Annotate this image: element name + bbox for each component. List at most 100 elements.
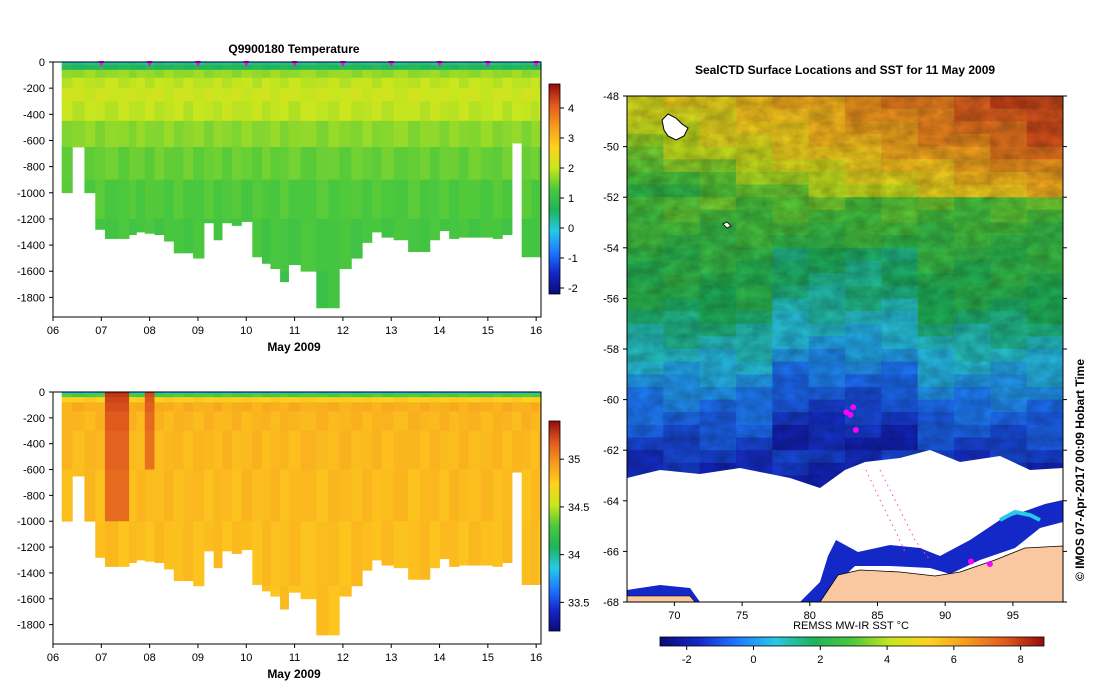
profile-cell: [502, 62, 513, 66]
profile-cell: [280, 64, 289, 71]
profile-cell: [193, 120, 205, 148]
profile-cell: [241, 430, 253, 470]
map-colorbar: [659, 636, 1045, 647]
profile-cell: [502, 69, 513, 79]
profile-cell: [362, 469, 373, 522]
profile-cell: [381, 77, 395, 89]
profile-cell: [261, 77, 271, 89]
profile-cell: [502, 147, 513, 181]
profile-cell: [468, 402, 482, 412]
profile-cell: [173, 392, 184, 395]
profile-cell: [381, 62, 395, 66]
profile-cell: [439, 397, 450, 403]
profile-cell: [104, 147, 119, 181]
profile-cell: [538, 62, 541, 66]
profile-cell: [502, 469, 513, 522]
profile-cell: [429, 101, 440, 122]
profile-cell: [521, 101, 532, 122]
profile-cell: [371, 430, 382, 470]
profile-cell: [252, 101, 263, 122]
profile-cell: [164, 392, 175, 395]
x-tick-label: 08: [144, 325, 156, 337]
profile-cell: [222, 101, 233, 122]
x-tick-label: 16: [530, 325, 542, 337]
profile-cell: [252, 69, 263, 79]
profile-cell: [164, 411, 175, 432]
profile-cell: [429, 393, 440, 398]
profile-cell: [270, 147, 281, 181]
profile-cell: [480, 397, 494, 403]
profile-cell: [468, 393, 482, 398]
profile-cell: [492, 77, 503, 89]
profile-cell: [154, 179, 165, 220]
profile-cell: [458, 62, 469, 66]
profile-cell: [328, 179, 340, 220]
profile-cell: [531, 77, 539, 89]
y-tick-label: 0: [39, 387, 45, 399]
colorbar-tick-label: 0: [568, 223, 574, 235]
profile-cell: [118, 393, 130, 398]
profile-cell: [339, 179, 352, 220]
profile-cell: [300, 69, 317, 79]
profile-cell: [420, 62, 431, 66]
profile-cell: [328, 120, 340, 148]
profile-cell: [439, 120, 450, 148]
x-tick-label: 12: [337, 325, 349, 337]
profile-cell: [280, 521, 289, 587]
profile-cell: [144, 101, 155, 122]
profile-cell: [439, 392, 450, 395]
profile-cell: [371, 77, 382, 89]
map-x-axis: 70 75 80 85 90 95: [668, 602, 1019, 622]
profile-cell: [280, 218, 289, 272]
profile-cell: [193, 392, 205, 395]
profile-cell: [429, 69, 440, 79]
profile-cell: [439, 77, 450, 89]
profile-cell: [429, 120, 440, 148]
profile-cell: [222, 393, 233, 398]
profile-cell: [393, 397, 409, 403]
profile-cell: [449, 218, 460, 239]
profile-cell: [104, 69, 119, 79]
profile-cell: [439, 469, 450, 522]
profile-cell: [144, 218, 155, 234]
profile-cell: [300, 585, 317, 600]
profile-cell: [164, 69, 175, 79]
profile-cell: [222, 430, 233, 470]
profile-cell: [203, 411, 215, 432]
profile-cell: [328, 392, 340, 395]
profile-cell: [173, 521, 184, 582]
profile-cell: [502, 402, 513, 412]
profile-cell: [136, 88, 146, 102]
profile-cell: [231, 120, 242, 148]
profile-cell: [173, 101, 184, 122]
profile-cell: [241, 69, 253, 79]
y-tick-label: -200: [23, 413, 45, 425]
profile-cell: [252, 521, 263, 585]
salinity-y-axis: 0 -200 -400 -600 -800 -1000 -1200 -1400 -1600 -18…: [17, 387, 53, 632]
profile-cell: [371, 120, 382, 148]
profile-cell: [118, 402, 130, 412]
profile-cell: [531, 397, 539, 403]
profile-cell: [144, 64, 155, 71]
profile-cell: [104, 77, 119, 89]
profile-cell: [183, 64, 194, 71]
profile-cell: [351, 120, 363, 148]
profile-cell: [118, 69, 130, 79]
profile-cell: [512, 64, 523, 71]
profile-cell: [408, 88, 421, 102]
profile-cell: [480, 430, 494, 470]
profile-cell: [502, 179, 513, 220]
profile-cell: [420, 469, 431, 522]
x-tick-label: 14: [433, 325, 445, 337]
profile-cell: [252, 469, 263, 522]
x-tick-label: 09: [192, 325, 204, 337]
profile-cell: [84, 179, 96, 194]
profile-cell: [261, 430, 271, 470]
profile-cell: [261, 411, 271, 432]
profile-cell: [261, 62, 271, 66]
profile-cell: [203, 179, 215, 220]
colorbar-tick-label: -1: [568, 253, 578, 265]
profile-cell: [502, 393, 513, 398]
profile-cell: [381, 218, 395, 238]
profile-cell: [213, 393, 223, 398]
